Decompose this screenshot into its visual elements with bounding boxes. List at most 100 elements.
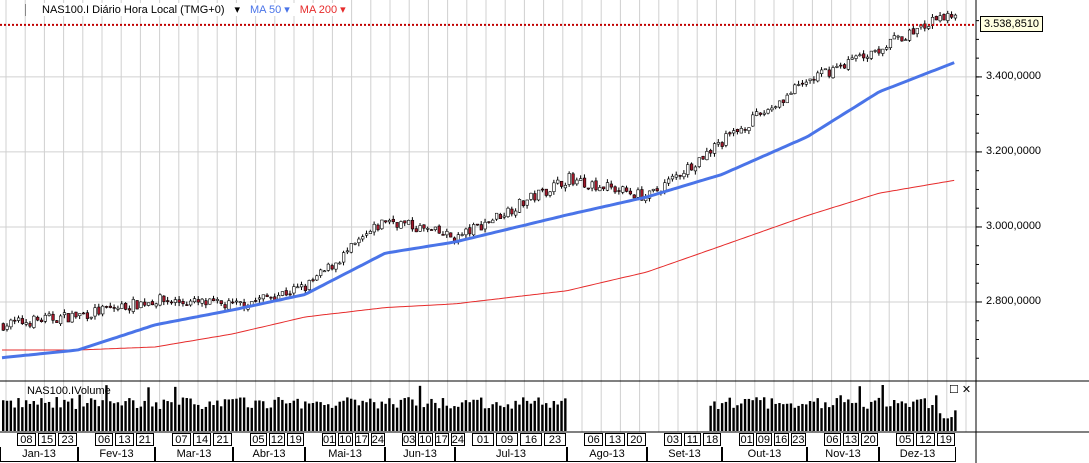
y-tick-label: 3.400,0000 xyxy=(986,69,1042,82)
volume-bar xyxy=(487,408,491,431)
candle-body xyxy=(934,16,938,21)
volume-bar xyxy=(158,408,162,431)
week-group: 03 10 17 24 xyxy=(385,432,465,447)
ma200-dropdown[interactable]: MA 200 ▾ xyxy=(299,4,346,16)
volume-bar xyxy=(307,403,311,431)
volume-bar xyxy=(518,404,521,431)
volume-bar xyxy=(942,418,946,431)
volume-bar xyxy=(778,403,781,431)
candle-body xyxy=(231,301,235,304)
volume-bar xyxy=(330,407,334,431)
volume-bar xyxy=(281,399,284,431)
volume-bar xyxy=(17,398,20,431)
candle-body xyxy=(774,106,778,108)
candle-body xyxy=(426,228,430,230)
candle-body xyxy=(701,155,705,160)
candle-body xyxy=(192,298,197,303)
volume-bar xyxy=(112,403,116,431)
chevron-down-icon[interactable]: ▾ xyxy=(234,4,241,16)
candle-body xyxy=(299,284,304,288)
volume-bar xyxy=(2,400,5,431)
volume-bar xyxy=(759,400,762,431)
week-label: 16 xyxy=(773,433,789,446)
candle-body xyxy=(632,194,636,199)
volume-bar xyxy=(219,406,223,431)
close-icon[interactable]: ✕ xyxy=(961,384,972,396)
candle-body xyxy=(800,82,805,85)
week-label: 15 xyxy=(37,433,57,446)
candle-body xyxy=(342,252,346,263)
candle-body xyxy=(166,300,170,302)
candle-body xyxy=(552,182,556,192)
volume-bar xyxy=(132,400,135,431)
volume-bar xyxy=(411,399,414,431)
candle-body xyxy=(865,56,870,59)
volume-bar xyxy=(319,402,322,431)
volume-bar xyxy=(483,408,487,431)
candle-body xyxy=(823,68,828,71)
candle-body xyxy=(575,179,579,185)
symbol-dropdown[interactable]: NAS100.I Diário Hora Local (TMG+0) xyxy=(42,3,225,16)
volume-bar xyxy=(418,385,422,431)
month-label-text: Nov-13 xyxy=(825,448,861,460)
candle-body xyxy=(261,294,265,300)
candle-body xyxy=(150,301,155,306)
candle-body xyxy=(372,223,376,233)
volume-bar xyxy=(101,400,104,431)
volume-bar xyxy=(789,403,793,431)
volume-bar xyxy=(877,397,881,431)
candle-body xyxy=(219,300,223,304)
volume-bar xyxy=(709,405,712,431)
volume-bar xyxy=(349,398,353,431)
candle-body xyxy=(78,313,82,316)
volume-bar xyxy=(824,402,827,431)
volume-bar xyxy=(338,401,341,431)
volume-bar xyxy=(277,397,280,431)
maximize-icon[interactable]: ☐ xyxy=(949,384,959,396)
candle-body xyxy=(475,223,480,226)
candle-body xyxy=(410,219,415,230)
volume-bar xyxy=(885,406,888,431)
volume-bar xyxy=(227,399,231,431)
week-group: 06 13 20 xyxy=(567,432,647,447)
candle-body xyxy=(892,35,896,40)
volume-bar xyxy=(816,398,819,431)
candle-body xyxy=(812,78,816,81)
candle-body xyxy=(567,173,571,185)
volume-bar xyxy=(361,400,364,431)
week-label: 23 xyxy=(544,433,566,446)
ma50-dropdown[interactable]: MA 50 ▾ xyxy=(250,4,290,16)
volume-bar xyxy=(388,398,391,431)
volume-bar xyxy=(529,403,533,431)
volume-bar xyxy=(762,397,766,431)
month-label-text: Fev-13 xyxy=(99,448,134,460)
volume-bar xyxy=(927,408,930,431)
candle-body xyxy=(862,53,866,59)
candle-body xyxy=(525,199,529,206)
volume-bar xyxy=(441,398,445,431)
volume-bar xyxy=(93,399,97,431)
candle-body xyxy=(777,100,782,108)
week-label: 09 xyxy=(496,433,518,446)
candle-body xyxy=(946,13,950,21)
volume-bar xyxy=(541,404,544,431)
candle-body xyxy=(391,218,395,223)
candle-body xyxy=(127,308,132,311)
volume-bar xyxy=(717,408,720,431)
candle-body xyxy=(869,50,873,59)
candle-body xyxy=(533,193,537,201)
week-label: 03 xyxy=(402,433,417,446)
candle-body xyxy=(781,99,785,103)
volume-bar xyxy=(28,403,32,431)
candle-body xyxy=(709,150,713,154)
volume-bar xyxy=(732,407,735,431)
volume-bar xyxy=(262,401,265,431)
volume-bar xyxy=(839,395,842,431)
volume-bar xyxy=(239,397,242,431)
candle-body xyxy=(303,285,307,291)
volume-bar xyxy=(449,408,452,431)
volume-bar xyxy=(866,408,869,431)
week-label: 13 xyxy=(115,433,134,446)
candle-body xyxy=(429,229,434,231)
